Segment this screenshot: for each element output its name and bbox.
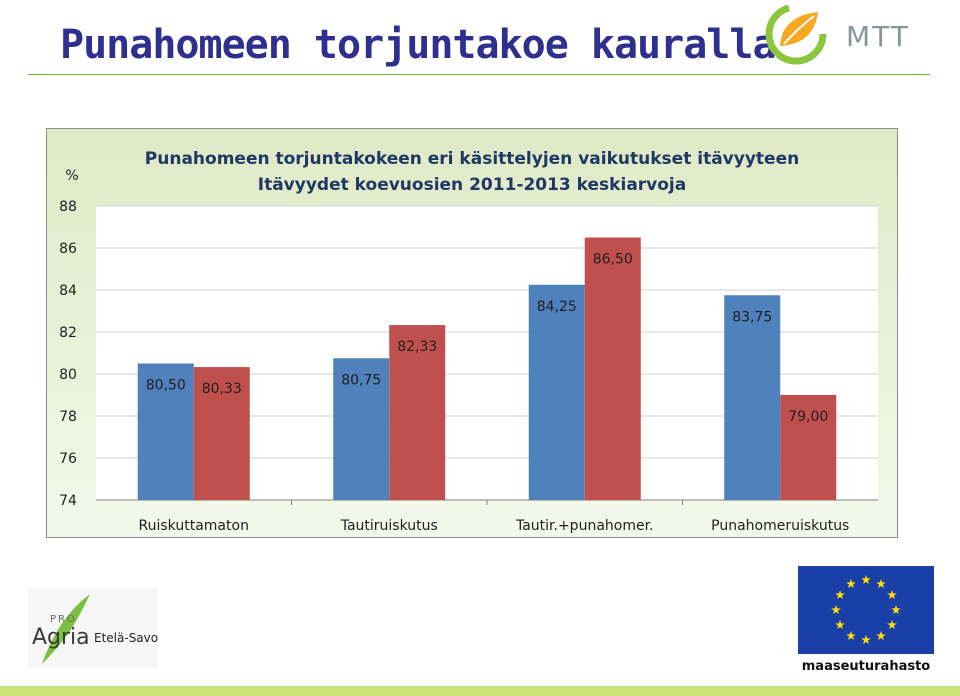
proagria-logo: PRO Agria Etelä-Savo: [28, 588, 158, 668]
bar-value-label: 80,75: [341, 372, 381, 388]
proagria-region-text: Etelä-Savo: [94, 631, 158, 645]
y-axis-ticks: 74 76 78 80 82 84 86 88: [59, 199, 77, 509]
chart-title: Punahomeen torjuntakokeen eri käsittelyj…: [145, 149, 799, 169]
bar-tila-2: [780, 395, 837, 500]
y-tick-label: 82: [59, 325, 77, 341]
mtt-logo-ring: [765, 3, 827, 65]
bar-tila-1: [528, 284, 585, 500]
proagria-name-text: Agria: [32, 625, 90, 650]
bar-tila-2: [193, 367, 250, 500]
eu-fund-text: maaseuturahasto: [802, 659, 931, 674]
eu-star-icon: [835, 590, 845, 600]
eu-star-icon: [876, 579, 886, 589]
bar-value-label: 83,75: [732, 309, 772, 325]
proagria-pro-text: PRO: [50, 614, 77, 625]
bar-tila-1: [724, 295, 781, 500]
mtt-logo: MTT: [765, 3, 910, 65]
title-divider: [28, 74, 930, 75]
y-tick-label: 76: [59, 451, 77, 467]
bar-tila-2: [389, 325, 446, 500]
eu-star-icon: [891, 605, 901, 615]
bar-value-label: 80,50: [146, 378, 186, 394]
y-tick-label: 84: [59, 283, 77, 299]
x-tick-label: Ruiskuttamaton: [139, 518, 249, 534]
y-tick-label: 86: [59, 241, 77, 257]
bar-value-label: 86,50: [593, 252, 633, 268]
bar-value-label: 84,25: [537, 299, 577, 315]
y-axis-label: %: [65, 168, 78, 184]
eu-star-icon: [887, 590, 897, 600]
eu-star-icon: [846, 579, 856, 589]
slide-title: Punahomeen torjuntakoe kauralla: [60, 22, 777, 68]
bar-value-label: 82,33: [397, 339, 437, 355]
eu-star-icon: [876, 630, 886, 641]
x-tick-label: Tautiruiskutus: [340, 518, 438, 534]
eu-star-icon: [887, 620, 897, 630]
eu-stars: [831, 575, 901, 645]
proagria-leaf-icon: [42, 594, 90, 664]
x-axis-ticks: Ruiskuttamaton Tautiruiskutus Tautir.+puna…: [139, 500, 849, 534]
bar-tila-1: [137, 363, 194, 500]
itavyys-bar-chart: Punahomeen torjuntakokeen eri käsittelyj…: [46, 128, 898, 538]
y-tick-label: 88: [59, 199, 77, 215]
chart-subtitle: Itävyydet koevuosien 2011-2013 keskiarvo…: [258, 175, 686, 195]
bar-value-label: 80,33: [202, 381, 242, 397]
bottom-strip: [0, 686, 960, 696]
bars: 80,50 80,33 80,75 82,33 84,25 86,50 83,75 79,00: [137, 237, 837, 500]
mtt-logo-text: MTT: [846, 20, 910, 53]
bar-tila-1: [333, 358, 390, 500]
y-tick-label: 78: [59, 409, 77, 425]
eu-star-icon: [846, 630, 856, 641]
bar-value-label: 79,00: [788, 409, 828, 425]
eu-maaseuturahasto-logo: maaseuturahasto: [798, 566, 934, 674]
x-tick-label: Tautir.+punahomer.: [515, 518, 654, 534]
eu-star-icon: [835, 620, 845, 630]
eu-star-icon: [861, 635, 871, 645]
eu-star-icon: [831, 605, 841, 615]
y-tick-label: 80: [59, 367, 77, 383]
x-tick-label: Punahomeruiskutus: [711, 518, 849, 534]
y-tick-label: 74: [59, 493, 77, 509]
bar-tila-2: [584, 237, 641, 500]
eu-star-icon: [861, 575, 871, 585]
